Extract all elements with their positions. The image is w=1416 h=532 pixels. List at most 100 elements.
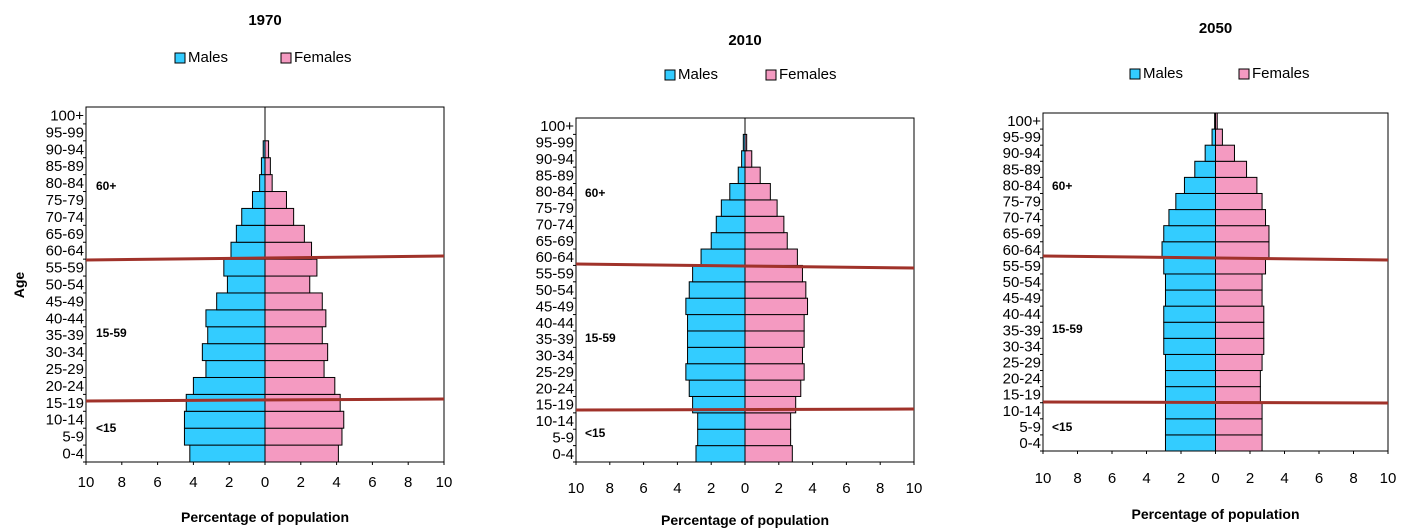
bar-females-10-14 [745,413,791,429]
bar-males-90-94 [1205,145,1215,161]
y-tick-label-75-79: 75-79 [46,192,84,209]
y-tick-labels: 0-45-910-1415-1920-2425-2930-3435-3940-4… [536,118,576,463]
y-axis-label: Age [11,272,27,299]
x-tick-label: 4 [189,474,197,491]
legend: Males Females [1130,65,1310,82]
bar-females-80-84 [1216,177,1257,193]
bar-males-95-99 [1212,129,1215,145]
bar-males-15-19 [186,394,265,411]
x-tick-label: 2 [1246,470,1254,487]
y-tick-label-5-9: 5-9 [552,429,574,446]
y-tick-label-100+: 100+ [1007,113,1041,130]
bar-males-75-79 [252,192,265,209]
chart-title: 1970 [248,12,281,29]
y-tick-label-55-59: 55-59 [46,260,84,277]
y-tick-label-25-29: 25-29 [536,364,574,381]
bar-females-55-59 [265,259,317,276]
y-tick-labels: 0-45-910-1415-1920-2425-2930-3435-3940-4… [1003,113,1043,452]
y-tick-label-45-49: 45-49 [536,298,574,315]
bar-females-40-44 [745,315,804,331]
bar-males-10-14 [184,411,265,428]
y-tick-label-45-49: 45-49 [46,293,84,310]
bar-females-45-49 [265,293,322,310]
y-tick-label-70-74: 70-74 [46,209,84,226]
bar-males-35-39 [208,327,265,344]
bar-males-80-84 [1184,177,1215,193]
legend-label-females: Females [1252,65,1310,82]
y-tick-label-20-24: 20-24 [1003,371,1041,388]
y-tick-label-15-19: 15-19 [536,397,574,414]
x-tick-label: 4 [673,480,681,497]
bar-females-30-34 [1216,338,1264,354]
y-tick-label-10-14: 10-14 [1003,403,1041,420]
x-tick-label: 4 [1142,470,1150,487]
x-tick-labels: 10 8 6 4 2 0 2 4 6 8 10 [1035,451,1397,487]
y-tick-label-95-99: 95-99 [46,124,84,141]
bar-females-45-49 [1216,290,1263,306]
bar-females-20-24 [265,377,335,394]
x-tick-label: 8 [404,474,412,491]
bar-males-60-64 [1162,242,1215,258]
band-label-0: 60+ [1052,179,1072,193]
y-tick-label-50-54: 50-54 [1003,274,1041,291]
bar-females-70-74 [1216,210,1266,226]
bar-males-55-59 [1164,258,1216,274]
band-label-1: 15-59 [1052,322,1083,336]
bar-males-20-24 [1165,371,1215,387]
bar-males-20-24 [689,380,745,396]
bar-females-50-54 [1216,274,1263,290]
bar-females-15-19 [265,394,340,411]
x-tick-label: 0 [741,480,749,497]
bar-females-35-39 [745,331,804,347]
bar-males-65-69 [236,225,265,242]
bar-females-65-69 [745,233,787,249]
bar-females-0-4 [1216,435,1263,451]
bar-males-45-49 [217,293,265,310]
x-tick-label: 10 [1035,470,1052,487]
bar-males-5-9 [184,428,265,445]
y-tick-label-0-4: 0-4 [1019,435,1041,452]
bar-females-60-64 [1216,242,1269,258]
y-tick-label-80-84: 80-84 [536,184,574,201]
bar-females-35-39 [265,327,322,344]
legend: Males Females [665,66,837,83]
x-tick-label: 10 [906,480,923,497]
y-tick-label-75-79: 75-79 [1003,194,1041,211]
band-label-0: 60+ [96,179,116,193]
bar-males-5-9 [698,429,745,445]
legend-swatch-females [281,53,291,63]
divider-15 [1043,402,1388,403]
bar-males-55-59 [224,259,265,276]
chart-1970: 1970 Males Females 0-45-910-1415-1920-2425-… [11,12,452,525]
divider-60 [1043,256,1388,260]
y-tick-label-90-94: 90-94 [536,151,574,168]
y-tick-label-60-64: 60-64 [46,243,84,260]
y-tick-label-35-39: 35-39 [536,331,574,348]
y-tick-label-100+: 100+ [540,118,574,135]
bar-males-15-19 [1165,387,1215,403]
y-tick-label-50-54: 50-54 [46,277,84,294]
y-tick-label-40-44: 40-44 [536,315,574,332]
band-label-2: <15 [96,421,117,435]
x-axis-label: Percentage of population [661,512,829,528]
bar-males-90-94 [742,151,745,167]
bar-females-0-4 [265,445,338,462]
bar-females-85-89 [745,167,760,183]
x-tick-label: 4 [332,474,340,491]
bar-males-30-34 [1164,338,1216,354]
bars [184,141,343,462]
bar-females-90-94 [1216,145,1235,161]
y-tick-label-70-74: 70-74 [1003,210,1041,227]
y-tick-label-55-59: 55-59 [1003,258,1041,275]
bar-females-70-74 [745,216,784,232]
x-tick-label: 6 [1315,470,1323,487]
legend-swatch-males [1130,69,1140,79]
bar-males-70-74 [716,216,745,232]
x-tick-label: 10 [78,474,95,491]
y-tick-label-15-19: 15-19 [1003,387,1041,404]
y-tick-label-70-74: 70-74 [536,216,574,233]
bar-females-75-79 [265,192,286,209]
bar-males-20-24 [193,377,265,394]
bar-males-70-74 [242,208,265,225]
